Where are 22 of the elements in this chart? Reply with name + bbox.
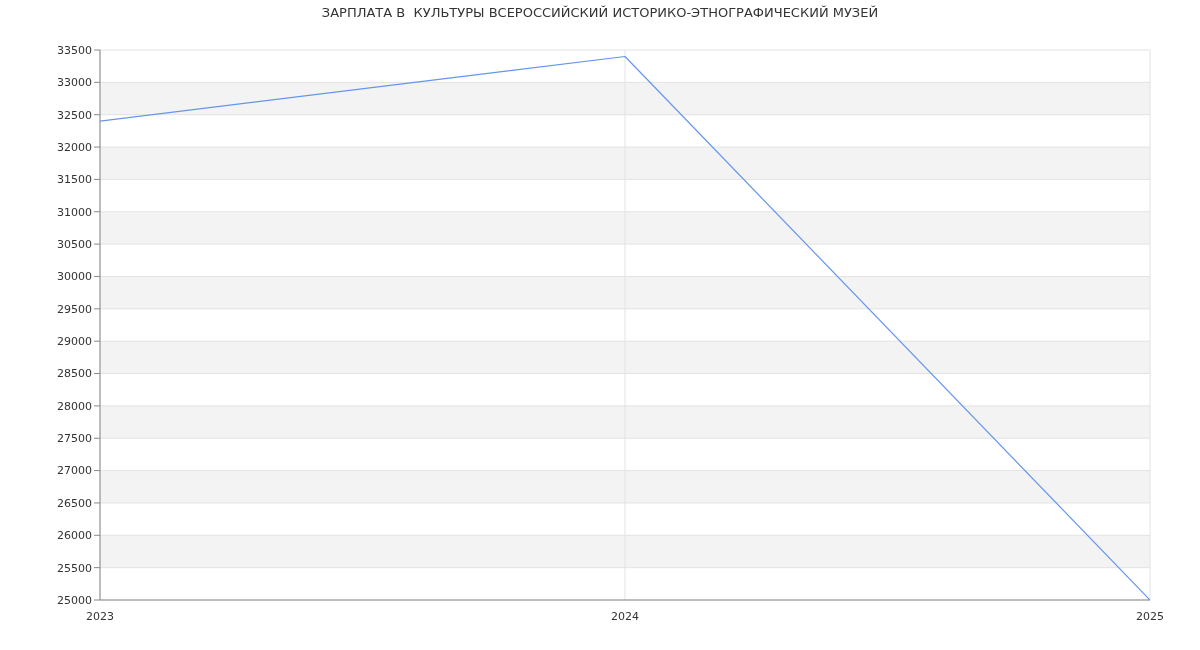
y-tick-label: 29000	[57, 335, 92, 349]
y-tick-label: 33500	[57, 43, 92, 57]
chart-title: ЗАРПЛАТА В КУЛЬТУРЫ ВСЕРОССИЙСКИЙ ИСТОРИКО-ЭТНОГРАФИЧЕСКИЙ МУЗЕЙ	[320, 5, 880, 20]
x-tick-label: 2023	[86, 609, 114, 623]
y-tick-label: 25500	[57, 561, 92, 575]
y-tick-label: 32000	[57, 140, 92, 154]
y-tick-label: 28500	[57, 367, 92, 381]
y-tick-label: 27500	[57, 432, 92, 446]
y-tick-label: 28000	[57, 399, 92, 413]
y-tick-label: 33000	[57, 76, 92, 90]
y-tick-label: 29500	[57, 302, 92, 316]
y-tick-label: 30000	[57, 270, 92, 284]
y-tick-label: 25000	[57, 593, 92, 607]
x-tick-label: 2024	[611, 609, 639, 623]
y-tick-label: 31500	[57, 173, 92, 187]
y-tick-label: 27000	[57, 464, 92, 478]
x-tick-label: 2025	[1136, 609, 1164, 623]
y-tick-label: 26500	[57, 496, 92, 510]
y-tick-label: 26000	[57, 529, 92, 543]
y-tick-label: 31000	[57, 205, 92, 219]
y-tick-label: 32500	[57, 108, 92, 122]
y-tick-label: 30500	[57, 238, 92, 252]
